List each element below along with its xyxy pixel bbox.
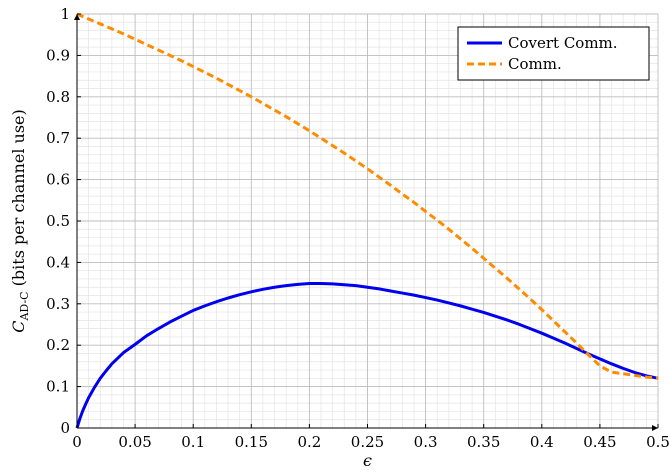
x-tick-label: 0.3 <box>414 433 438 451</box>
y-axis-arrow <box>74 14 80 20</box>
y-axis-label-rest: (bits per channel use) <box>9 109 28 291</box>
y-axis-ticks: 0 0.1 0.2 0.3 0.4 0.5 0.6 0.7 0.8 0.9 1 <box>46 5 81 437</box>
y-tick-label: 0.8 <box>46 88 70 106</box>
x-axis-label: ϵ <box>363 451 372 470</box>
legend-box <box>457 26 650 81</box>
x-axis-ticks: 0 0.05 0.1 0.15 0.2 0.25 0.3 0.35 0.4 0.45 0.5 <box>72 424 670 451</box>
x-tick-label: 0.25 <box>351 433 384 451</box>
y-tick-label: 0.7 <box>46 129 70 147</box>
legend: Covert Comm. Comm. <box>457 26 650 81</box>
y-tick-label: 0.6 <box>46 171 70 189</box>
y-tick-label: 1 <box>60 5 70 23</box>
x-tick-label: 0.15 <box>235 433 268 451</box>
y-axis-label: CAD-C (bits per channel use) <box>9 109 31 333</box>
y-tick-label: 0 <box>60 419 70 437</box>
x-tick-label: 0.35 <box>467 433 500 451</box>
y-tick-label: 0.4 <box>46 253 70 271</box>
legend-label-covert-comm: Covert Comm. <box>508 34 618 52</box>
series-layer <box>75 12 659 429</box>
y-tick-label: 0.2 <box>46 336 70 354</box>
y-axis-label-subscript: AD-C <box>18 291 31 321</box>
x-tick-label: 0.1 <box>181 433 205 451</box>
x-tick-label: 0.4 <box>530 433 554 451</box>
series-line-comm <box>76 12 659 380</box>
x-tick-label: 0.2 <box>297 433 321 451</box>
x-tick-label: 0.45 <box>583 433 616 451</box>
y-tick-label: 0.3 <box>46 295 70 313</box>
y-axis-label-symbol: C <box>9 321 28 333</box>
legend-label-comm: Comm. <box>508 55 562 73</box>
x-tick-label: 0 <box>72 433 82 451</box>
y-tick-label: 0.1 <box>46 378 70 396</box>
y-tick-label: 0.5 <box>46 212 70 230</box>
y-tick-label: 0.9 <box>46 46 70 64</box>
x-tick-label: 0.05 <box>118 433 151 451</box>
x-axis-arrow <box>652 425 658 431</box>
series-line-covert-comm <box>75 282 659 429</box>
x-tick-label: 0.5 <box>646 433 670 451</box>
